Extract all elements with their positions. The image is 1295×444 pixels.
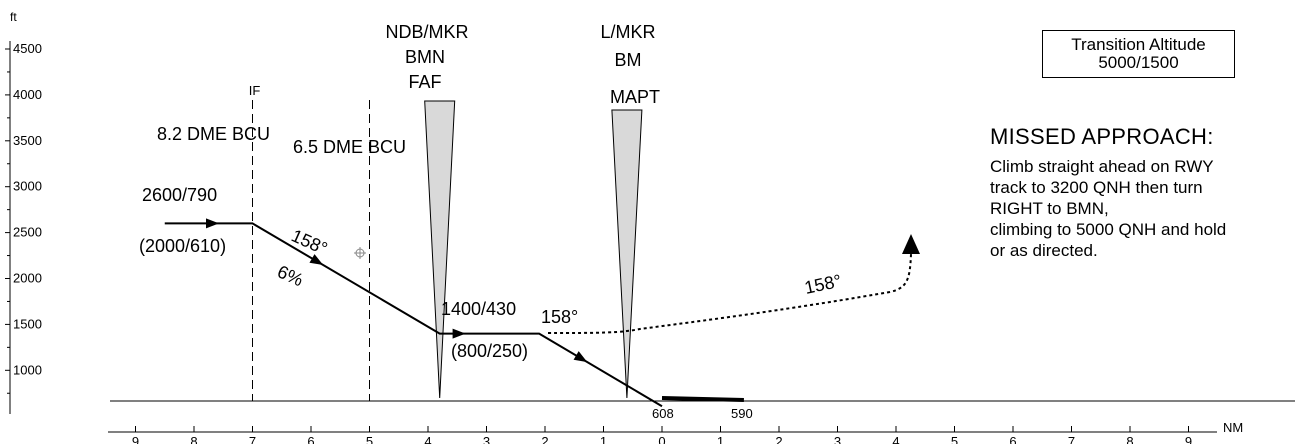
faf-line-1: NDB/MKR	[385, 22, 468, 42]
missed-approach-heading: MISSED APPROACH:	[990, 124, 1214, 149]
altitude-tick-label-2000: 2000	[13, 271, 42, 286]
altitude-minor-ticks	[7, 71, 10, 394]
descent-track: 158°	[288, 225, 330, 258]
distance-tick-label: 7	[249, 434, 256, 444]
faf-line-2: BMN	[405, 47, 445, 67]
profile-arrow-icon	[573, 351, 588, 363]
distance-tick-label: 9	[132, 434, 139, 444]
distance-unit-label: NM	[1223, 420, 1243, 435]
distance-tick-label: 8	[190, 434, 197, 444]
intermediate-height: (800/250)	[451, 341, 528, 361]
distance-tick-label: 6	[307, 434, 314, 444]
profile-arrow-icon	[206, 218, 220, 229]
mapt-line-1: L/MKR	[600, 22, 655, 42]
missed-approach-line-5: or as directed.	[990, 241, 1098, 260]
dme-8-2-label: 8.2 DME BCU	[157, 124, 270, 144]
distance-tick-label: 1	[600, 434, 607, 444]
mapt-marker-cone	[611, 109, 643, 399]
dme-6-5-label: 6.5 DME BCU	[293, 137, 406, 157]
missed-approach-line-2: track to 3200 QNH then turn	[990, 178, 1203, 197]
runway-threshold-elevation: 608	[652, 406, 674, 421]
runway-end-elevation: 590	[731, 406, 753, 421]
distance-tick-label: 3	[834, 434, 841, 444]
altitude-tick-label-3500: 3500	[13, 133, 42, 148]
distance-tick-label: 1	[717, 434, 724, 444]
distance-tick-label: 2	[775, 434, 782, 444]
distance-tick-label: 9	[1185, 434, 1192, 444]
missed-approach-line-1: Climb straight ahead on RWY	[990, 157, 1214, 176]
altitude-tick-labels: 4500 4000 3500 3000 2500 2000 1500 1000	[5, 41, 42, 377]
distance-tick-label: 8	[1126, 434, 1133, 444]
missed-approach-line-3: RIGHT to BMN,	[990, 199, 1109, 218]
distance-tick-label: 4	[424, 434, 431, 444]
transition-altitude-value: 5000/1500	[1098, 53, 1179, 72]
missed-approach-arrowhead	[902, 234, 920, 254]
profile-arrow-icon	[309, 254, 324, 266]
distance-tick-label: 2	[541, 434, 548, 444]
profile-arrow-icon	[452, 328, 466, 339]
altitude-tick-label-4000: 4000	[13, 87, 42, 102]
distance-tick-label: 6	[1009, 434, 1016, 444]
transition-altitude-box: Transition Altitude 5000/1500	[1042, 30, 1235, 78]
initial-altitude: 2600/790	[142, 185, 217, 205]
faf-marker-cone	[424, 100, 456, 399]
faf-line-3: FAF	[408, 72, 441, 92]
distance-tick-label: 4	[892, 434, 899, 444]
distance-tick-label: 0	[658, 434, 665, 444]
distance-tick-label: 5	[951, 434, 958, 444]
altitude-tick-label-3000: 3000	[13, 179, 42, 194]
intermediate-track: 158°	[541, 307, 578, 327]
distance-tick-label: 5	[366, 434, 373, 444]
altitude-tick-label-1000: 1000	[13, 362, 42, 377]
initial-height: (2000/610)	[139, 236, 226, 256]
intermediate-altitude: 1400/430	[441, 299, 516, 319]
altitude-tick-label-2500: 2500	[13, 225, 42, 240]
transition-altitude-title: Transition Altitude	[1071, 35, 1206, 54]
descent-gradient: 6%	[274, 261, 306, 290]
distance-ticks: 9 8 7 6 5 4 3 2 1 0 1 2 3 4 5 6 7 8 9	[132, 426, 1192, 444]
distance-tick-label: 3	[483, 434, 490, 444]
mapt-line-3: MAPT	[610, 87, 660, 107]
missed-approach-text: MISSED APPROACH: Climb straight ahead on…	[990, 124, 1295, 261]
altitude-tick-label-4500: 4500	[13, 41, 42, 56]
if-label: IF	[249, 83, 261, 98]
missed-approach-path	[547, 253, 912, 334]
distance-tick-label: 7	[1068, 434, 1075, 444]
missed-approach-track: 158°	[803, 271, 844, 298]
crosshair-cursor-icon	[354, 247, 366, 259]
profile-direction-arrows	[206, 218, 588, 363]
missed-approach-line-4: climbing to 5000 QNH and hold	[990, 220, 1227, 239]
mapt-line-2: BM	[615, 50, 642, 70]
altitude-tick-label-1500: 1500	[13, 316, 42, 331]
runway-segment	[661, 396, 744, 402]
approach-profile-path	[164, 222, 663, 408]
altitude-unit-label: ft	[10, 10, 17, 24]
